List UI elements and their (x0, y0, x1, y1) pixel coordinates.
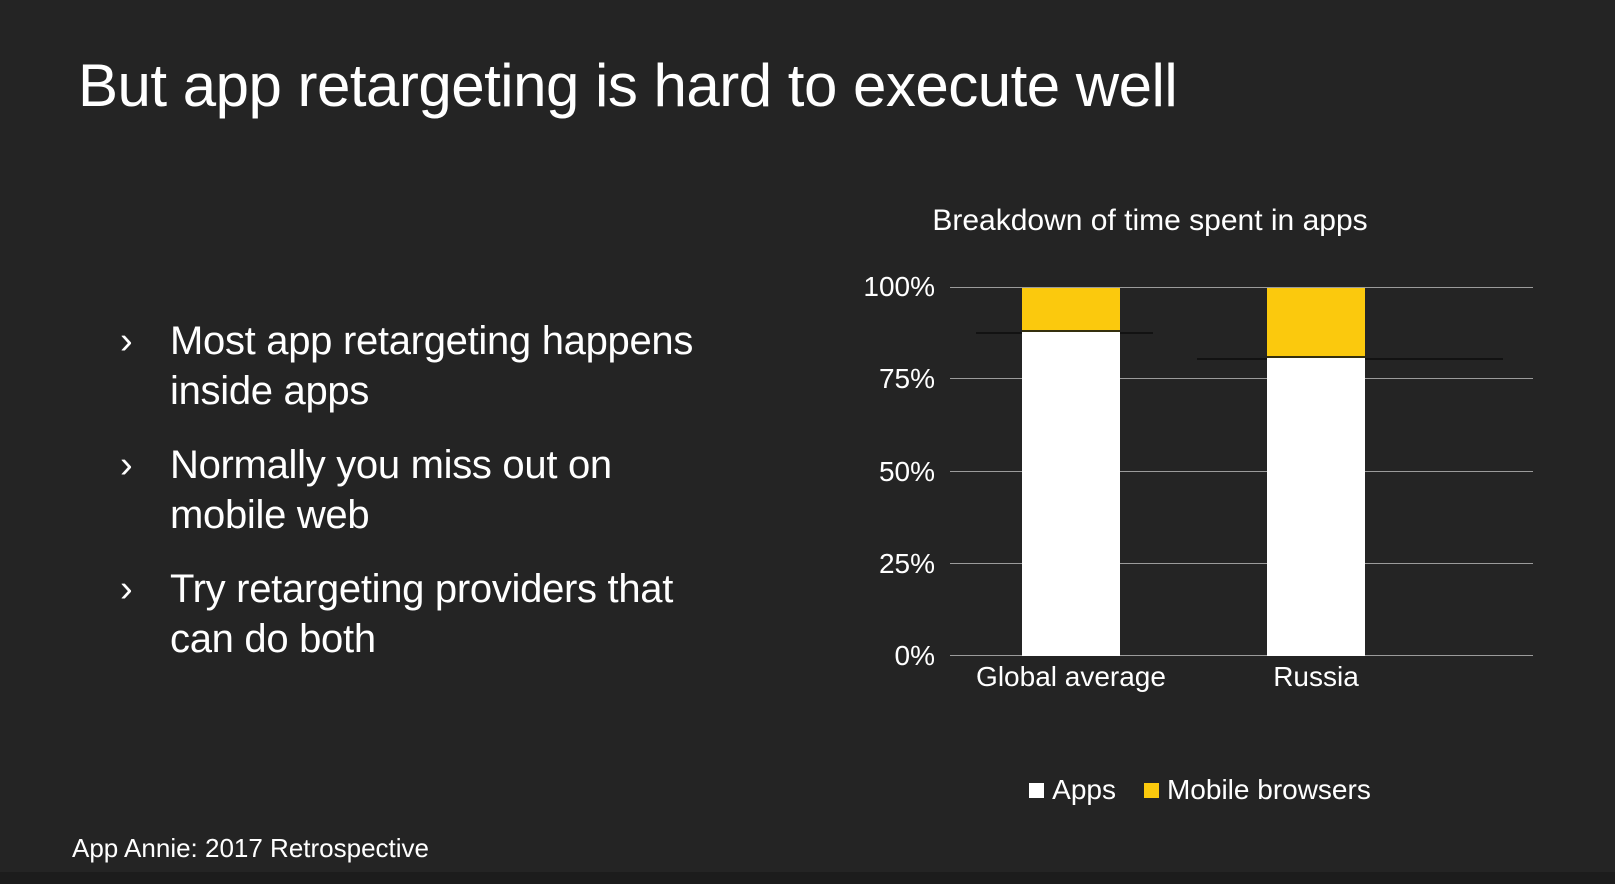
chart-title: Breakdown of time spent in apps (932, 204, 1368, 237)
chevron-right-icon: › (120, 320, 133, 362)
category-label: Global average (976, 661, 1166, 692)
legend-swatch-apps (1029, 782, 1045, 798)
legend-label: Mobile browsers (1166, 774, 1371, 805)
bottom-edge-strip (0, 872, 1615, 884)
legend-label: Apps (1052, 774, 1116, 805)
y-tick-label: 75% (878, 363, 935, 395)
gridline (950, 287, 1533, 288)
bullet-list: › Most app retargeting happens inside ap… (120, 316, 693, 688)
gridline (950, 563, 1533, 564)
y-tick-label: 100% (863, 271, 935, 302)
bullet-text: Normally you miss out on mobile web (170, 443, 612, 537)
bullet-item: › Try retargeting providers that can do … (120, 564, 693, 664)
page-title: But app retargeting is hard to execute w… (78, 52, 1178, 119)
y-tick-label: 0% (894, 640, 935, 671)
legend-item: Mobile browsers (1143, 774, 1371, 806)
bar-segment-apps (1267, 358, 1365, 656)
gridline (950, 655, 1533, 656)
bullet-item: › Normally you miss out on mobile web (120, 440, 693, 540)
bullet-text: Most app retargeting happens inside apps (170, 319, 694, 413)
bullet-text: Try retargeting providers that can do bo… (170, 567, 674, 661)
gridline (950, 378, 1533, 379)
source-note: App Annie: 2017 Retrospective (72, 833, 430, 863)
bar-global-average (1022, 288, 1120, 656)
bar-russia (1267, 288, 1365, 656)
bar-segment-mobile-browsers (1267, 288, 1365, 358)
bar-segment-apps (1022, 332, 1120, 656)
legend: Apps Mobile browsers (860, 774, 1540, 806)
category-label: Russia (1273, 661, 1359, 692)
gridline (950, 471, 1533, 472)
legend-swatch-mobile-browsers (1143, 782, 1159, 798)
bullet-item: › Most app retargeting happens inside ap… (120, 316, 693, 416)
chevron-right-icon: › (120, 444, 133, 486)
bar-segment-mobile-browsers (1022, 288, 1120, 332)
y-tick-label: 50% (878, 455, 935, 487)
chevron-right-icon: › (120, 568, 133, 610)
y-tick-label: 25% (878, 547, 935, 579)
legend-item: Apps (1029, 774, 1116, 806)
plot-area (950, 287, 1533, 656)
